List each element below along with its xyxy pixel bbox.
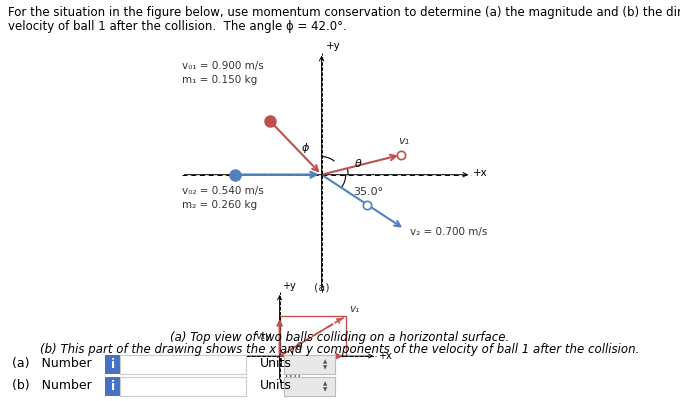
- Text: m₁ = 0.150 kg: m₁ = 0.150 kg: [182, 75, 257, 85]
- Text: ϕ: ϕ: [301, 143, 309, 152]
- Text: For the situation in the figure below, use momentum conservation to determine (a: For the situation in the figure below, u…: [8, 6, 680, 19]
- Text: v₀₂ = 0.540 m/s: v₀₂ = 0.540 m/s: [182, 186, 263, 196]
- Text: Units: Units: [260, 379, 292, 392]
- Text: +y: +y: [282, 281, 296, 291]
- Text: velocity of ball 1 after the collision.  The angle ϕ = 42.0°.: velocity of ball 1 after the collision. …: [8, 20, 347, 33]
- Text: θ: θ: [296, 342, 302, 352]
- Text: m₂ = 0.260 kg: m₂ = 0.260 kg: [182, 200, 257, 210]
- Text: v₁: v₁: [398, 136, 409, 146]
- Text: (b)   Number: (b) Number: [12, 379, 92, 392]
- Text: θ: θ: [355, 159, 362, 169]
- Text: Units: Units: [260, 357, 292, 370]
- Text: (a) Top view of two balls colliding on a horizontal surface.: (a) Top view of two balls colliding on a…: [171, 331, 509, 344]
- Text: ▼: ▼: [323, 388, 327, 393]
- Bar: [279, 316, 345, 356]
- Text: (a): (a): [313, 282, 329, 292]
- Text: v₂ = 0.700 m/s: v₂ = 0.700 m/s: [410, 227, 488, 237]
- Text: 35.0°: 35.0°: [354, 186, 384, 196]
- Text: v₁x: v₁x: [305, 361, 321, 371]
- Text: ▲: ▲: [323, 381, 327, 386]
- Text: v₀₁ = 0.900 m/s: v₀₁ = 0.900 m/s: [182, 61, 263, 71]
- Text: ▲: ▲: [323, 359, 327, 364]
- Text: +y: +y: [326, 41, 341, 51]
- Text: i: i: [111, 380, 115, 393]
- Text: (b): (b): [285, 371, 301, 381]
- Text: v₁y: v₁y: [256, 331, 273, 341]
- Text: (b) This part of the drawing shows the x and y components of the velocity of bal: (b) This part of the drawing shows the x…: [40, 343, 640, 356]
- Text: (a)   Number: (a) Number: [12, 357, 92, 370]
- Text: i: i: [111, 358, 115, 371]
- Text: ▼: ▼: [323, 366, 327, 371]
- Text: v₁: v₁: [349, 304, 359, 314]
- Text: +x: +x: [378, 351, 392, 361]
- Text: +x: +x: [473, 168, 488, 178]
